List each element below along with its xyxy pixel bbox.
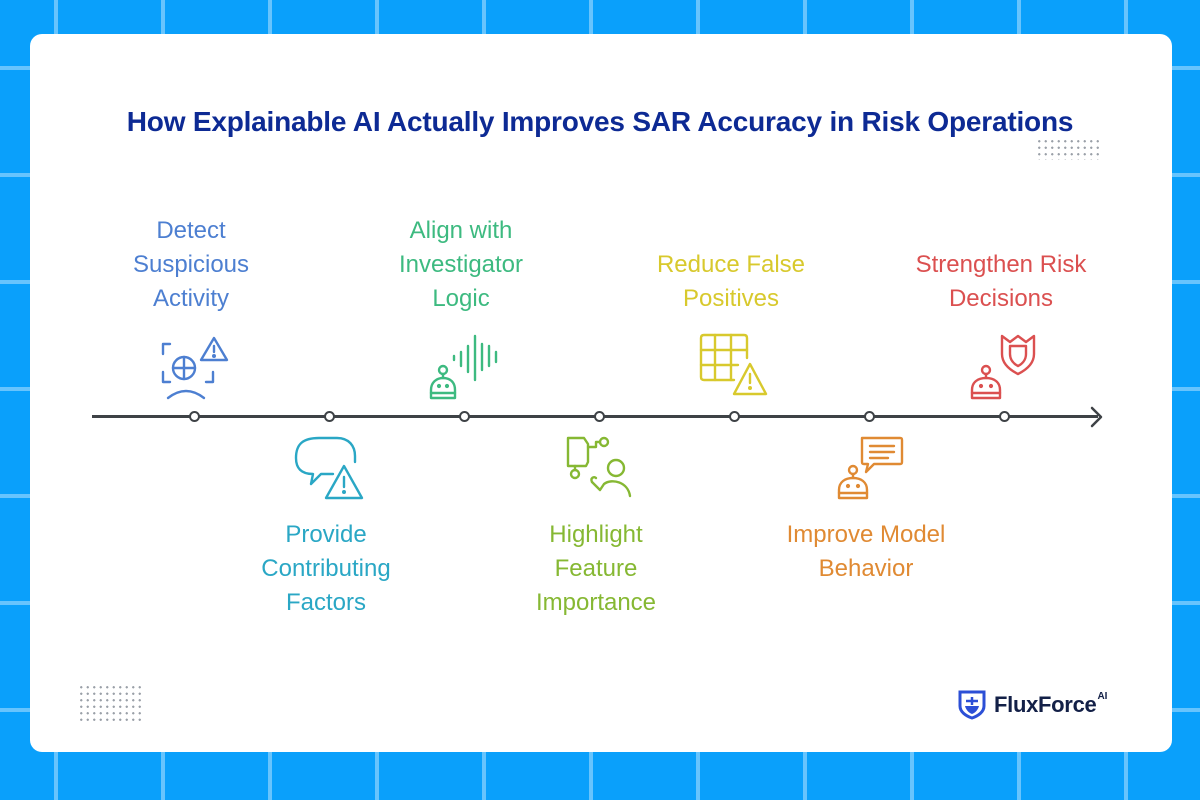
person-feature-diagram-icon <box>566 436 632 498</box>
step-label-highlight: Highlight Feature Importance <box>535 521 657 616</box>
speech-bubble-alert-icon <box>294 436 364 500</box>
shield-logo-icon <box>958 690 986 720</box>
timeline-node-highlight <box>594 411 605 422</box>
step-label-reduce: Reduce False Positives <box>656 251 806 312</box>
robot-chat-icon <box>837 436 904 500</box>
decorative-dot-grid-top <box>1036 138 1102 160</box>
step-label-align: Align with Investigator Logic <box>398 217 524 312</box>
timeline-node-strengthen <box>999 411 1010 422</box>
decorative-dot-grid-bottom <box>78 684 144 724</box>
fluxforce-logo: FluxForce AI <box>958 690 1107 720</box>
timeline-arrow-icon <box>1090 406 1103 428</box>
timeline-node-provide <box>324 411 335 422</box>
step-label-improve: Improve Model Behavior <box>786 521 946 582</box>
robot-shield-icon <box>970 334 1036 400</box>
timeline-node-detect <box>189 411 200 422</box>
timeline-node-reduce <box>729 411 740 422</box>
logo-wordmark: FluxForce <box>994 692 1097 717</box>
face-scan-alert-icon <box>161 336 229 400</box>
grid-alert-icon <box>699 333 768 396</box>
robot-soundwave-icon <box>429 334 498 400</box>
timeline-node-align <box>459 411 470 422</box>
step-label-detect: Detect Suspicious Activity <box>132 217 250 312</box>
logo-superscript: AI <box>1097 690 1108 702</box>
page-title: How Explainable AI Actually Improves SAR… <box>126 106 1074 137</box>
timeline-node-improve <box>864 411 875 422</box>
step-label-provide: Provide Contributing Factors <box>261 521 391 616</box>
step-label-strengthen: Strengthen Risk Decisions <box>915 251 1087 312</box>
